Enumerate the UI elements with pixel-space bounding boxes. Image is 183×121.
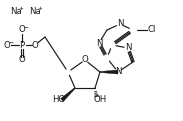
Text: O: O: [32, 41, 38, 49]
Text: O: O: [4, 41, 10, 49]
Text: O: O: [19, 56, 25, 64]
Text: −: −: [24, 24, 28, 30]
Text: P: P: [19, 41, 25, 49]
Text: O: O: [19, 26, 25, 34]
Text: +: +: [18, 6, 23, 11]
Text: O: O: [82, 56, 88, 64]
Polygon shape: [100, 70, 118, 74]
Text: HO: HO: [52, 95, 66, 105]
Text: Na: Na: [10, 7, 22, 15]
Text: +: +: [38, 6, 42, 11]
Text: N: N: [115, 68, 121, 76]
Text: N: N: [125, 44, 131, 53]
Text: OH: OH: [93, 95, 107, 105]
Polygon shape: [61, 88, 75, 102]
Text: N: N: [117, 19, 123, 29]
Text: N: N: [96, 38, 102, 48]
Text: Cl: Cl: [148, 26, 156, 34]
Text: −: −: [9, 39, 13, 45]
Text: Na: Na: [29, 7, 41, 15]
